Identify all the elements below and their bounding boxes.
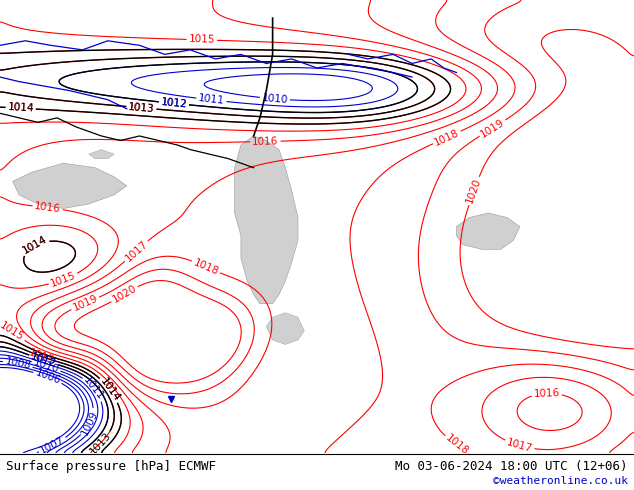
- Polygon shape: [456, 213, 520, 249]
- Text: 1010: 1010: [32, 358, 60, 375]
- Text: 1012: 1012: [160, 97, 188, 110]
- Text: 1013: 1013: [128, 102, 155, 114]
- Text: 1019: 1019: [479, 117, 507, 139]
- Text: 1014: 1014: [98, 376, 122, 403]
- Text: 1020: 1020: [111, 283, 138, 305]
- Text: ©weatheronline.co.uk: ©weatheronline.co.uk: [493, 476, 628, 486]
- Text: 1014: 1014: [98, 376, 122, 403]
- Text: 1012: 1012: [160, 97, 188, 110]
- Polygon shape: [266, 313, 304, 344]
- Text: 1018: 1018: [192, 257, 220, 277]
- Text: 1008: 1008: [4, 356, 32, 371]
- Text: 1015: 1015: [188, 34, 215, 45]
- Text: 1017: 1017: [123, 239, 150, 264]
- Text: 1014: 1014: [21, 235, 49, 256]
- Text: Surface pressure [hPa] ECMWF: Surface pressure [hPa] ECMWF: [6, 460, 216, 473]
- Text: 1013: 1013: [128, 102, 155, 114]
- Text: 1012: 1012: [29, 351, 58, 369]
- Text: 1014: 1014: [7, 102, 34, 114]
- Text: 1013: 1013: [27, 347, 55, 366]
- Text: 1010: 1010: [261, 93, 288, 105]
- Text: 1013: 1013: [88, 430, 113, 456]
- Text: 1014: 1014: [7, 102, 34, 114]
- Text: 1019: 1019: [71, 294, 100, 313]
- Text: 1012: 1012: [29, 351, 58, 369]
- Text: 1017: 1017: [505, 437, 534, 454]
- Text: 1007: 1007: [39, 435, 67, 456]
- Text: 1009: 1009: [80, 409, 100, 437]
- Polygon shape: [89, 149, 114, 159]
- Polygon shape: [235, 136, 298, 304]
- Text: 1014: 1014: [21, 235, 49, 256]
- Text: 1016: 1016: [34, 201, 61, 214]
- Text: 1011: 1011: [82, 375, 106, 402]
- Text: 1006: 1006: [34, 368, 61, 387]
- Text: 1018: 1018: [444, 433, 470, 458]
- Text: 1015: 1015: [0, 320, 26, 343]
- Text: 1016: 1016: [533, 388, 560, 399]
- Text: Mo 03-06-2024 18:00 UTC (12+06): Mo 03-06-2024 18:00 UTC (12+06): [395, 460, 628, 473]
- Text: 1015: 1015: [49, 270, 77, 289]
- Text: 1016: 1016: [252, 136, 279, 147]
- Text: 1018: 1018: [433, 127, 461, 147]
- Polygon shape: [13, 163, 127, 209]
- Text: 1020: 1020: [465, 177, 483, 205]
- Text: 1011: 1011: [198, 94, 225, 106]
